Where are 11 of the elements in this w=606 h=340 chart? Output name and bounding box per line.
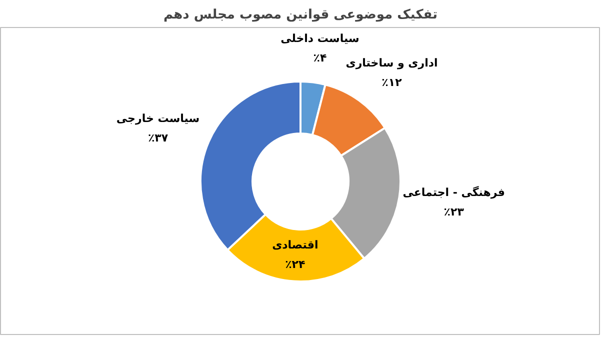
slice-label: فرهنگی - اجتماعی	[402, 186, 505, 200]
slice-label: سیاست داخلی	[280, 32, 360, 46]
slice-label: اقتصادی	[272, 238, 318, 252]
data-label: ٪۲۳	[444, 206, 464, 219]
chart-title: تفکیک موضوعی قوانین مصوب مجلس دهم	[163, 8, 438, 22]
data-label: ٪۱۲	[382, 76, 402, 90]
slice-label: اداری و ساختاری	[346, 56, 438, 70]
data-label: ٪۲۴	[285, 258, 306, 272]
data-label: ٪۳۷	[148, 131, 168, 144]
slice-label: سیاست خارجی	[116, 112, 200, 125]
data-label: ٪۴	[313, 52, 327, 65]
